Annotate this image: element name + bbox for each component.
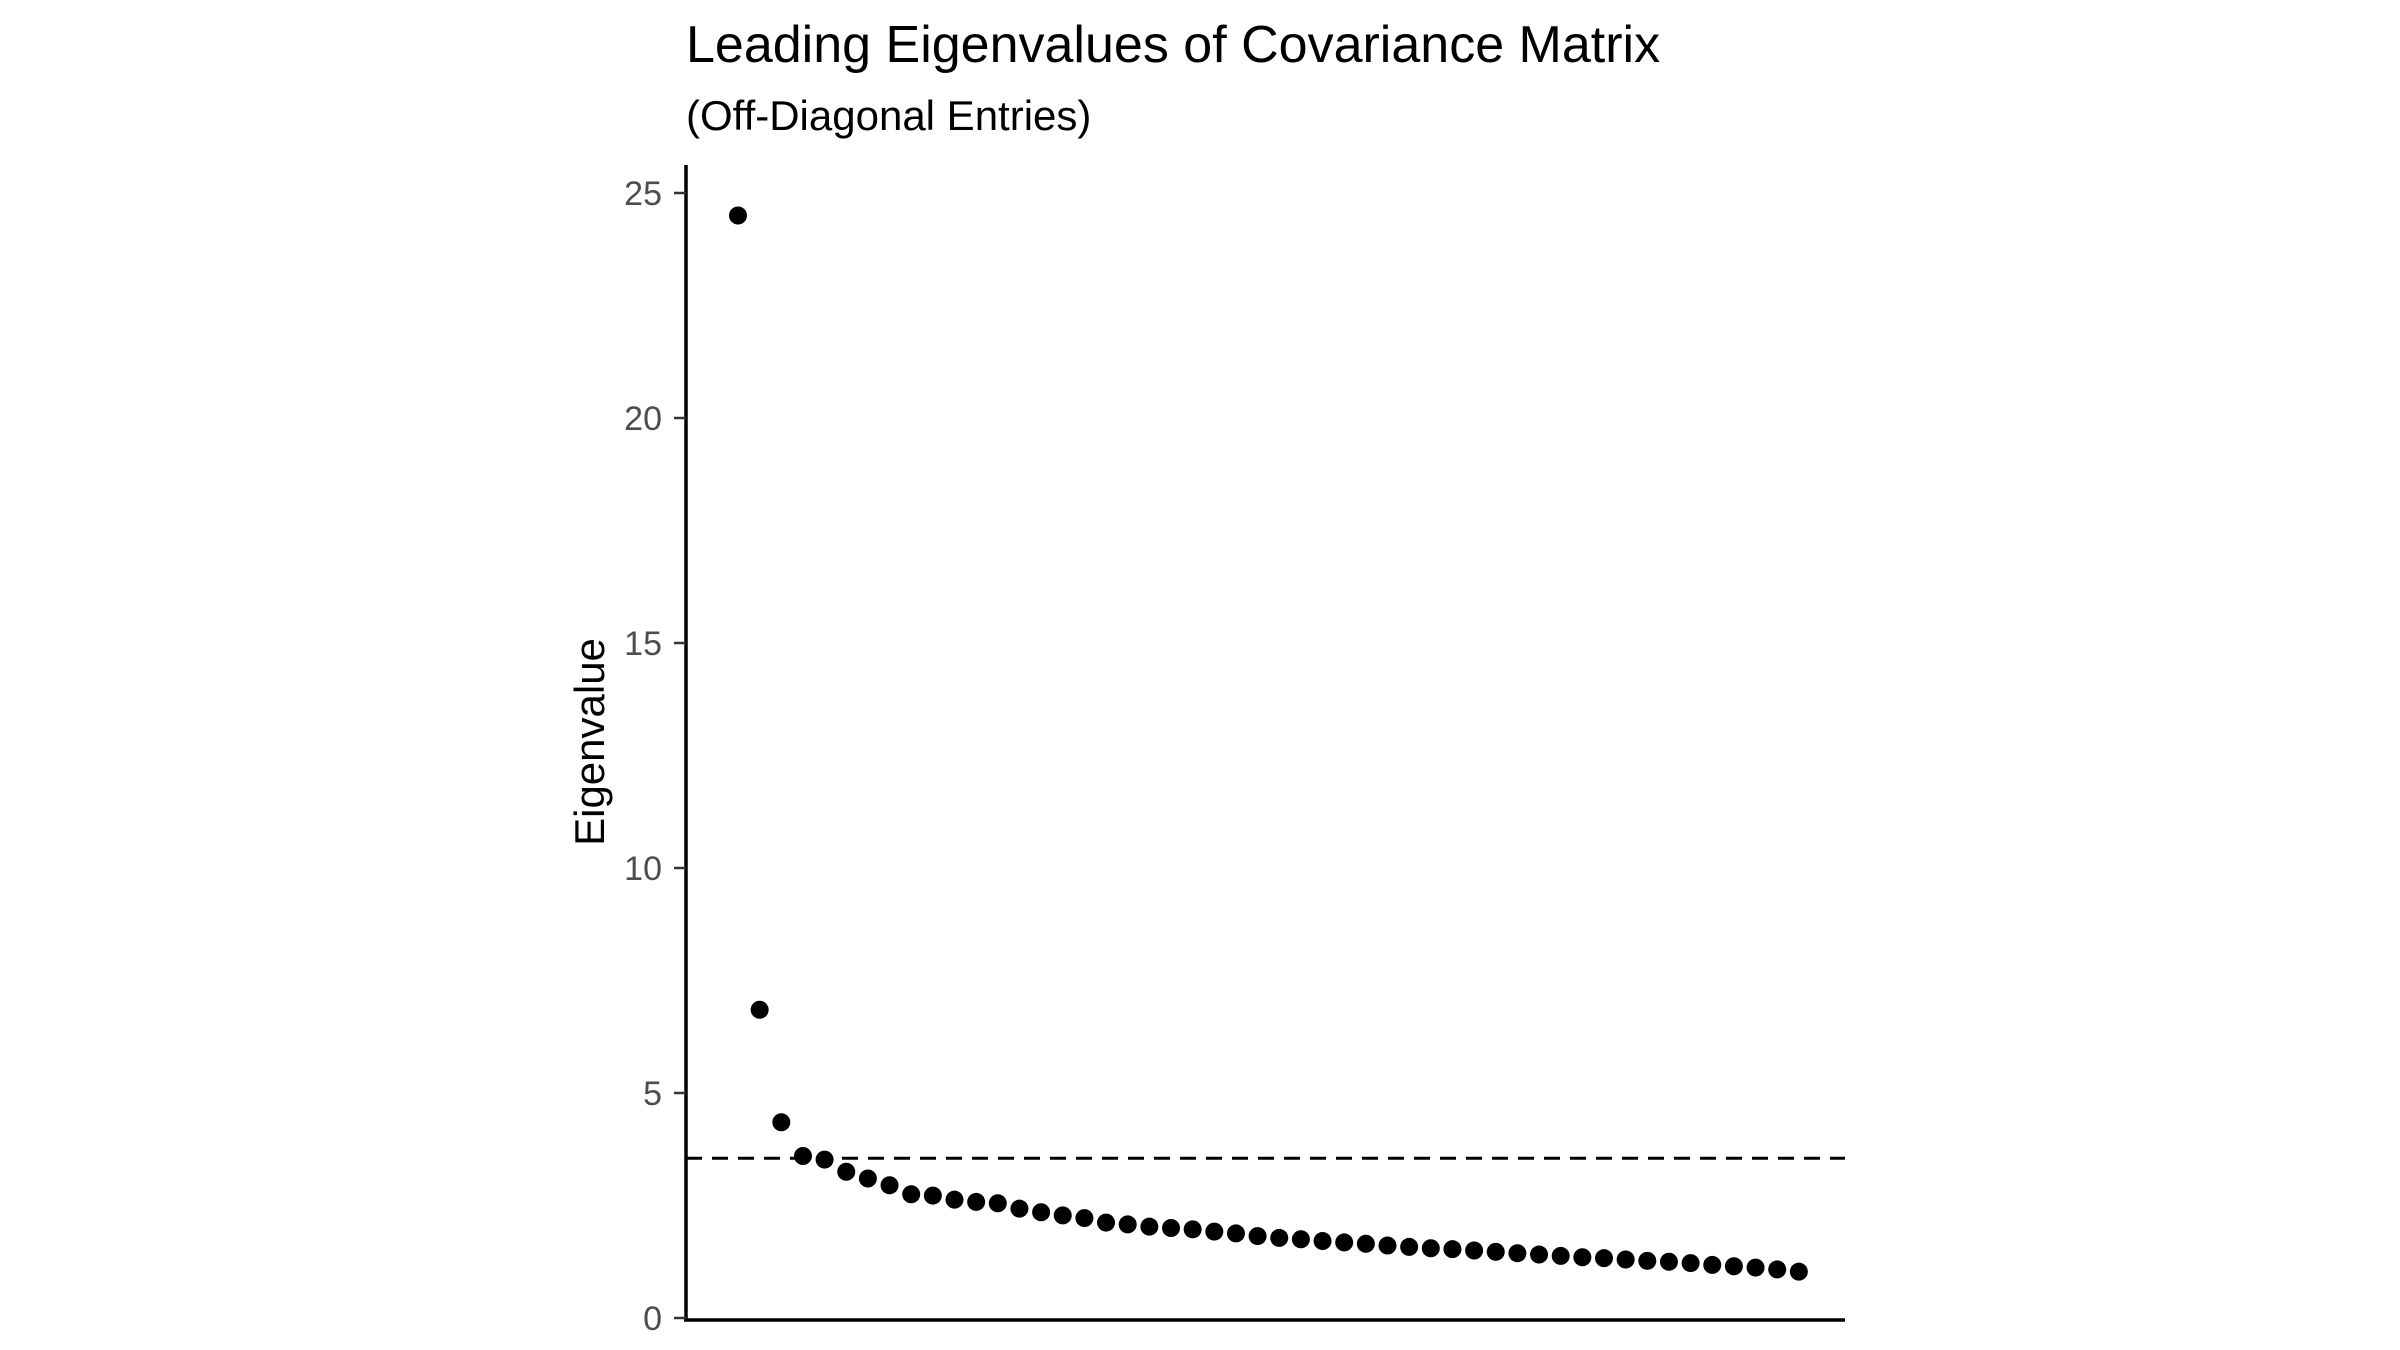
y-tick-label: 25 <box>624 175 662 213</box>
data-point <box>1616 1250 1635 1269</box>
data-point <box>1508 1244 1527 1263</box>
data-point <box>1421 1239 1440 1258</box>
data-point <box>1768 1260 1787 1279</box>
data-point <box>923 1186 942 1205</box>
data-point <box>1226 1224 1245 1243</box>
data-point <box>1486 1242 1505 1261</box>
data-point <box>1638 1251 1657 1270</box>
data-point <box>1703 1255 1722 1274</box>
data-point <box>945 1190 964 1209</box>
y-tick-label: 0 <box>643 1300 662 1338</box>
data-point <box>815 1150 834 1169</box>
data-point <box>967 1192 986 1211</box>
data-point <box>793 1147 812 1165</box>
y-axis-label: Eigenvalue <box>566 638 613 846</box>
y-tick-label: 20 <box>624 400 662 438</box>
data-point <box>1681 1254 1700 1273</box>
data-point <box>1248 1227 1267 1246</box>
data-point <box>1032 1203 1051 1222</box>
y-tick-label: 5 <box>643 1075 662 1113</box>
data-point <box>750 1000 769 1019</box>
data-point <box>1118 1215 1137 1234</box>
data-point <box>1530 1245 1549 1264</box>
data-point <box>1378 1236 1397 1255</box>
data-point <box>988 1194 1007 1213</box>
y-tick-label: 10 <box>624 850 662 888</box>
data-point <box>1335 1233 1354 1252</box>
data-point <box>1356 1234 1375 1253</box>
data-point <box>1313 1232 1332 1251</box>
data-point <box>729 206 747 225</box>
data-point <box>1789 1262 1808 1281</box>
data-point <box>1551 1246 1570 1265</box>
data-point <box>902 1185 921 1204</box>
data-point <box>1443 1240 1462 1259</box>
chart-subtitle: (Off-Diagonal Entries) <box>686 92 1091 139</box>
data-point <box>1183 1220 1202 1239</box>
data-point <box>1140 1217 1159 1236</box>
data-point <box>772 1113 791 1132</box>
data-point <box>1746 1258 1765 1277</box>
data-point <box>1595 1249 1613 1268</box>
data-point <box>1400 1237 1419 1256</box>
data-point <box>1097 1213 1116 1232</box>
data-point <box>1053 1206 1072 1225</box>
data-point <box>1573 1248 1592 1267</box>
data-point <box>1162 1219 1180 1237</box>
data-point <box>1659 1252 1678 1271</box>
data-point <box>1075 1209 1094 1228</box>
y-tick-label: 15 <box>624 625 662 663</box>
plot-area: 0 5 10 15 20 25 <box>624 165 1845 1338</box>
chart-title: Leading Eigenvalues of Covariance Matrix <box>686 16 1660 74</box>
data-point <box>1724 1257 1743 1276</box>
data-point <box>1291 1230 1310 1249</box>
data-point <box>1205 1222 1224 1241</box>
data-point <box>880 1176 899 1195</box>
data-point <box>837 1162 856 1181</box>
data-point <box>1465 1241 1484 1260</box>
data-point <box>858 1169 877 1188</box>
data-point <box>1270 1228 1289 1247</box>
data-point <box>1010 1199 1029 1218</box>
